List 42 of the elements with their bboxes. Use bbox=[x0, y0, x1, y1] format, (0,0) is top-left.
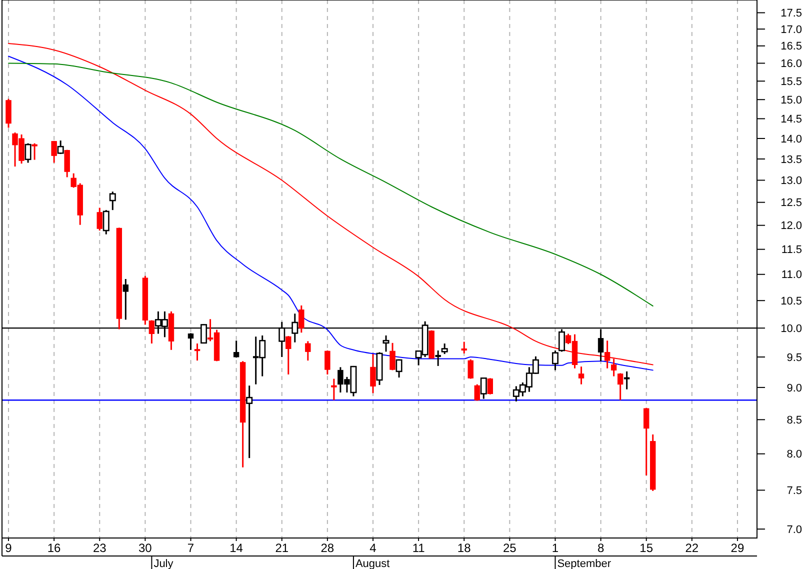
x-tick-label: 1 bbox=[552, 541, 559, 555]
y-tick-label: 13.5 bbox=[780, 154, 802, 166]
y-tick-label: 15.5 bbox=[780, 76, 802, 88]
y-tick-label: 15.0 bbox=[780, 94, 802, 106]
y-tick-label: 17.5 bbox=[780, 8, 802, 20]
y-tick-label: 12.0 bbox=[780, 220, 802, 232]
x-tick-label: 16 bbox=[47, 541, 62, 555]
y-tick-label: 16.0 bbox=[780, 58, 802, 70]
x-tick-label: 21 bbox=[275, 541, 289, 555]
x-tick-label: 8 bbox=[597, 541, 604, 555]
x-tick-label: 11 bbox=[412, 541, 426, 555]
x-tick-label: 18 bbox=[457, 541, 472, 555]
text: August bbox=[355, 558, 390, 569]
y-tick-label: 11.0 bbox=[781, 269, 802, 282]
y-tick-label: 10.0 bbox=[780, 322, 802, 335]
x-tick-label: 30 bbox=[138, 541, 152, 555]
x-tick-label: 25 bbox=[502, 541, 517, 555]
y-tick-label: 16.5 bbox=[780, 40, 802, 53]
y-tick-label: 14.0 bbox=[780, 133, 802, 146]
x-tick-label: 7 bbox=[187, 541, 194, 555]
y-tick-label: 8.0 bbox=[786, 448, 802, 461]
y-tick-label: 14.5 bbox=[780, 114, 802, 126]
y-tick-label: 9.0 bbox=[786, 382, 802, 394]
x-tick-label: 14 bbox=[230, 541, 244, 555]
y-tick-label: 10.5 bbox=[780, 295, 802, 308]
y-tick-label: 17.0 bbox=[780, 24, 802, 36]
x-tick-label: 4 bbox=[370, 541, 377, 555]
y-tick-label: 11.5 bbox=[781, 244, 802, 256]
y-tick-label: 9.5 bbox=[786, 352, 802, 364]
text: September bbox=[557, 558, 612, 569]
x-tick-label: 22 bbox=[685, 541, 699, 555]
y-tick-label: 7.0 bbox=[786, 524, 802, 536]
y-tick-label: 8.5 bbox=[786, 414, 802, 427]
x-tick-label: 15 bbox=[640, 541, 654, 555]
y-tick-label: 13.0 bbox=[780, 175, 802, 188]
y-tick-label: 12.5 bbox=[780, 197, 802, 210]
x-tick-label: 28 bbox=[320, 541, 334, 555]
x-tick-label: 29 bbox=[730, 541, 744, 555]
text: July bbox=[154, 558, 174, 569]
y-tick-label: 7.5 bbox=[786, 485, 802, 498]
x-tick-label: 23 bbox=[92, 541, 107, 555]
x-tick-label: 9 bbox=[5, 541, 12, 555]
